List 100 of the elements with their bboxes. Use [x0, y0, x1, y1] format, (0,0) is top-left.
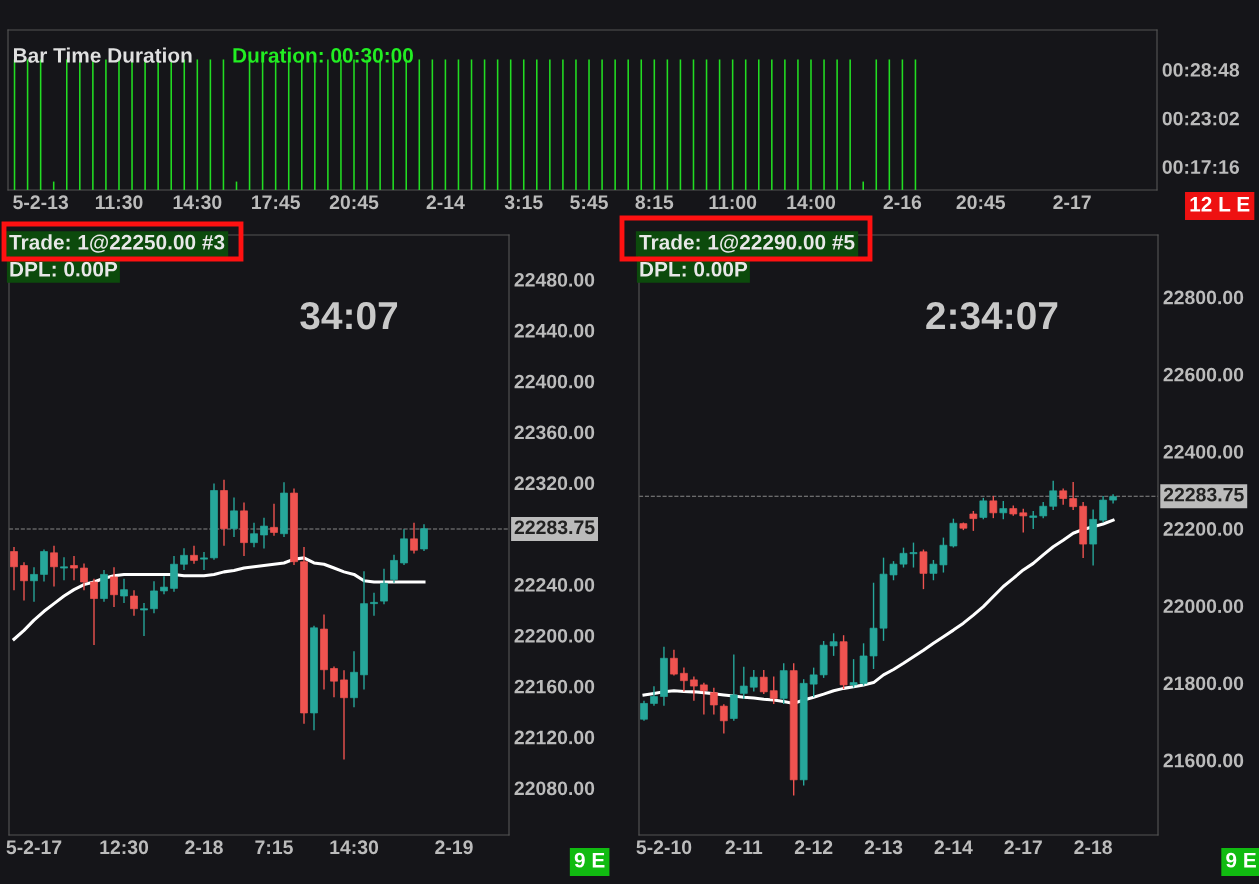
candlestick [989, 495, 998, 519]
x-tick-label: 5:45 [570, 195, 608, 210]
candlestick [420, 524, 428, 551]
y-tick-label: 22120.00 [514, 730, 595, 745]
candlestick [140, 602, 148, 637]
x-tick-label: 2-16 [883, 195, 922, 210]
candlestick [1049, 480, 1058, 511]
candlestick [340, 670, 348, 760]
candlestick [710, 687, 718, 715]
candlestick [390, 554, 398, 583]
y-tick-label: 22600.00 [1163, 367, 1244, 382]
candlestick [759, 669, 768, 695]
candlestick [1099, 495, 1107, 523]
y-tick-label: 22400.00 [1163, 444, 1244, 459]
x-tick-label: 5-2-17 [6, 840, 62, 855]
candlestick [10, 547, 18, 591]
candlestick [749, 669, 758, 692]
annotation: Trade: 1@22250.00 #3 [9, 234, 225, 253]
x-tick-label: 2-18 [185, 840, 223, 855]
candlestick [160, 576, 168, 595]
candlestick [200, 552, 208, 571]
candlestick [110, 567, 118, 607]
candlestick [640, 700, 648, 721]
x-tick-label: 3:15 [504, 195, 543, 210]
x-tick-label: 11:30 [95, 195, 143, 210]
x-tick-label: 20:45 [329, 195, 379, 210]
candlestick [260, 517, 268, 549]
candlestick [690, 676, 698, 701]
x-tick-label: 2-14 [426, 195, 465, 209]
y-tick-label: 00:28:48 [1162, 63, 1240, 77]
candlestick [700, 682, 708, 715]
annotation: 34:07 [300, 301, 398, 330]
candlestick [180, 548, 188, 571]
candlestick [769, 676, 778, 705]
y-tick-label: 22320.00 [514, 476, 595, 491]
candlestick [60, 557, 68, 581]
x-tick-label: 2-11 [725, 840, 763, 854]
x-tick-label: 5-2-10 [636, 840, 692, 855]
x-tick-label: 2-17 [1053, 195, 1091, 209]
annotation: Trade: 1@22290.00 #5 [639, 234, 855, 253]
candlestick [410, 522, 418, 554]
x-tick-label: 11:00 [709, 195, 757, 210]
x-tick-label: 2-13 [864, 840, 903, 855]
text: 9 E [574, 852, 605, 868]
y-tick-label: 21800.00 [1163, 676, 1244, 691]
y-tick-label: 00:23:02 [1162, 111, 1239, 126]
text: Bar Time Duration [13, 47, 192, 63]
y-tick-label: 22440.00 [514, 323, 595, 338]
y-tick-label: 00:17:16 [1162, 160, 1239, 174]
candlestick [969, 510, 978, 531]
y-tick-label: 22160.00 [514, 679, 595, 694]
candlestick [919, 549, 928, 590]
candlestick [250, 522, 258, 548]
ref-line-label: 22283.75 [514, 520, 595, 535]
candlestick [729, 654, 738, 721]
x-tick-label: 2-12 [794, 840, 833, 854]
y-tick-label: 22800.00 [1163, 290, 1244, 305]
candlestick [40, 549, 48, 582]
y-tick-label: 22240.00 [514, 578, 595, 592]
candlestick [190, 545, 198, 564]
y-tick-label: 22480.00 [514, 272, 595, 287]
candlestick [719, 704, 728, 734]
y-tick-label: 21600.00 [1163, 753, 1244, 768]
candlestick [330, 666, 338, 698]
y-tick-label: 22200.00 [1163, 522, 1244, 536]
candlestick [150, 581, 158, 614]
x-tick-label: 2-14 [934, 840, 973, 854]
ref-line-label: 22283.75 [1163, 487, 1244, 502]
candlestick [80, 563, 88, 591]
candlestick [120, 578, 128, 604]
candlestick [270, 503, 278, 536]
annotation: Duration: 00:30:00 [233, 47, 413, 63]
candlestick [670, 649, 678, 676]
text: 12 L E [1190, 196, 1250, 212]
candlestick [20, 562, 28, 601]
y-tick-label: 22360.00 [514, 425, 595, 440]
candlestick [979, 497, 988, 520]
y-tick-label: 22000.00 [1163, 599, 1244, 614]
candlestick [230, 497, 238, 537]
x-tick-label: 2-18 [1074, 840, 1112, 855]
candlestick [809, 667, 818, 698]
x-tick-label: 2-19 [435, 840, 473, 855]
candlestick [70, 555, 78, 581]
x-tick-label: 8:15 [635, 195, 674, 210]
y-tick-label: 22080.00 [514, 781, 595, 796]
candlestick [370, 592, 378, 616]
x-tick-label: 7:15 [255, 840, 293, 855]
x-tick-label: 5-2-13 [13, 195, 69, 210]
x-tick-label: 2-17 [1004, 840, 1042, 854]
candlestick [680, 667, 688, 692]
candlestick [1019, 508, 1028, 533]
x-tick-label: 14:30 [330, 840, 379, 855]
x-tick-label: 14:30 [173, 195, 222, 210]
y-tick-label: 22400.00 [514, 374, 595, 389]
x-tick-label: 17:45 [252, 195, 300, 210]
x-tick-label: 14:00 [787, 195, 836, 210]
x-tick-label: 12:30 [100, 840, 149, 855]
candlestick [30, 567, 38, 602]
candlestick [650, 686, 658, 706]
candlestick [739, 666, 748, 700]
